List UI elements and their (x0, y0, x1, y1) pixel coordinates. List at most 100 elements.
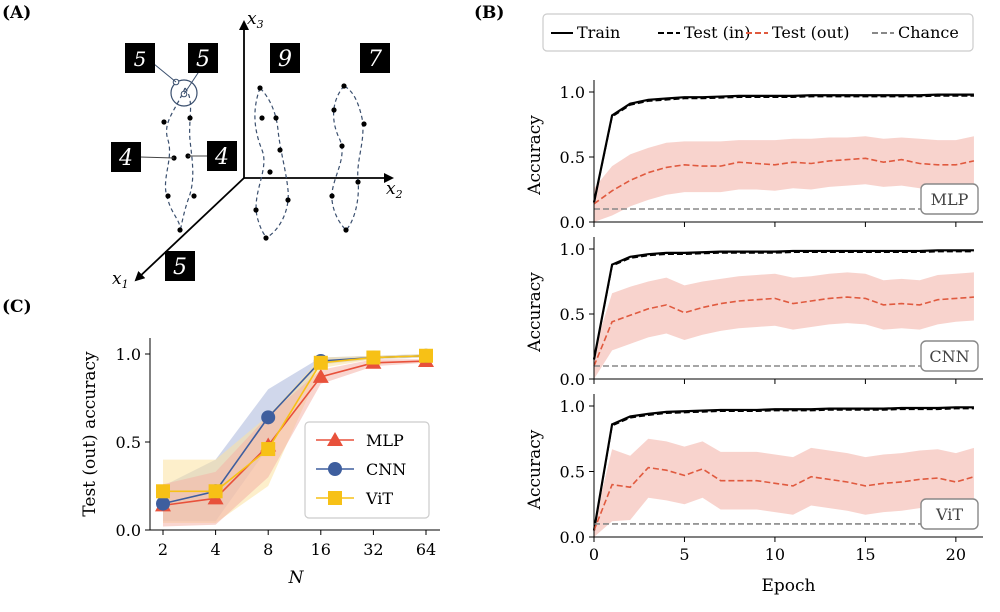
model-badge: MLP (931, 190, 969, 209)
digit-thumbnail: 5 (165, 251, 195, 281)
y-tick-label: 0.5 (560, 305, 585, 324)
legend-chance: Chance (898, 23, 959, 42)
point-cnn (261, 410, 276, 425)
x-tick-label: 32 (363, 540, 383, 559)
series-line-train (592, 406, 974, 531)
y-axis-label: Accuracy (525, 272, 545, 353)
point-vit (313, 355, 328, 370)
point-vit (156, 484, 170, 499)
legend-label-mlp: MLP (366, 431, 404, 450)
y-tick-label: 0.0 (560, 213, 585, 232)
x-tick-label: 2 (158, 540, 168, 559)
model-badge-box (920, 183, 979, 215)
y-tick-label: 1.0 (560, 240, 585, 259)
x-tick-label: 5 (679, 545, 689, 564)
point-vit (261, 442, 276, 457)
legend-label-vit: ViT (365, 489, 393, 508)
x-tick-label: 0 (589, 545, 599, 564)
manifold-curve-2 (254, 86, 289, 239)
series-line-train (592, 249, 974, 360)
test-out-band (594, 136, 974, 222)
manifold-curve-1 (164, 87, 186, 233)
y-axis-label: Test (out) accuracy (80, 351, 100, 517)
point-cnn (156, 496, 170, 511)
series-line-test-out- (593, 157, 975, 205)
y-tick-label: 1.0 (560, 397, 585, 416)
model-badge: CNN (929, 347, 969, 366)
svg-text:7: 7 (368, 47, 382, 72)
mlp-training-panel: 0.0 0.5 1.0 Accuracy MLP (525, 80, 983, 232)
y-axis-label: Accuracy (525, 429, 545, 510)
panel-label-b: (B) (474, 3, 504, 23)
vit-training-panel: 0.0 0.5 1.0 0 5 10 15 20 Accuracy Epoch ViT (525, 394, 983, 596)
y-tick-label: 0.5 (560, 148, 585, 167)
legend-b: Train Test (in) Test (out) Chance (542, 13, 974, 52)
y-tick-label: 0.5 (116, 433, 141, 452)
series-line-mlp (162, 360, 427, 507)
point-mlp (312, 368, 329, 383)
magnifier-circle (170, 79, 198, 107)
panel-a-illustration: x3 x2 x1 5 5 9 7 4 4 5 (111, 9, 403, 291)
x-tick-label: 15 (855, 545, 875, 564)
x-tick-label: 8 (263, 540, 273, 559)
digit-thumbnail: 4 (111, 142, 141, 172)
y-tick-label: 1.0 (116, 345, 141, 364)
y-tick-label: 0.0 (116, 521, 141, 540)
panel-label-a: (A) (2, 3, 31, 23)
test-out-band (594, 272, 974, 379)
x1-label: x1 (112, 269, 129, 291)
digit-thumbnail: 9 (270, 43, 300, 73)
manifold-points (161, 83, 367, 241)
x-tick-label: 64 (416, 540, 436, 559)
manifold-curve-1b (179, 87, 194, 233)
y-tick-label: 0.0 (560, 370, 585, 389)
test-out-band (594, 438, 974, 537)
model-badge: ViT (935, 505, 963, 524)
legend-marker-cnn (328, 462, 342, 476)
series-line-test-out- (593, 296, 975, 367)
series-line-vit (163, 354, 427, 493)
y-tick-label: 1.0 (560, 83, 585, 102)
series-line-test-out- (593, 466, 975, 531)
y-tick-label: 0.0 (560, 528, 585, 547)
svg-text:5: 5 (173, 255, 187, 280)
legend-marker-mlp (327, 432, 343, 446)
model-badge-box (920, 498, 979, 530)
legend-label-cnn: CNN (366, 460, 406, 479)
x-tick-label: 10 (765, 545, 785, 564)
manifold-curve-3 (331, 85, 364, 231)
x1-axis (134, 177, 245, 282)
x-tick-label: 16 (311, 540, 331, 559)
y-tick-label: 0.5 (560, 463, 585, 482)
panel-label-c: (C) (2, 297, 32, 317)
point-vit (419, 348, 433, 363)
svg-text:5: 5 (196, 47, 210, 72)
x-tick-label: 20 (946, 545, 966, 564)
digit-thumbnail: 5 (188, 43, 218, 73)
series-line-test-in- (593, 407, 974, 531)
svg-text:4: 4 (214, 145, 229, 170)
svg-text:5: 5 (134, 47, 147, 71)
point-vit (208, 484, 223, 499)
panel-c-chart: 0.0 0.5 1.0 2 4 8 16 32 64 Test (out) accuracy N ML… (80, 338, 440, 588)
x-axis-label: Epoch (762, 576, 816, 596)
digit-thumbnail: 4 (207, 141, 237, 171)
model-badge-box (920, 340, 979, 372)
svg-text:9: 9 (278, 47, 292, 72)
panel-b-charts: 0.0 0.5 1.0 Accuracy MLP 0.0 0.5 1.0 Accuracy CNN… (525, 80, 983, 596)
legend-train: Train (577, 23, 620, 42)
digit-thumbnail: 7 (360, 43, 390, 73)
svg-text:4: 4 (118, 146, 133, 171)
series-line-train (592, 93, 974, 203)
legend-test-in: Test (in) (684, 23, 751, 42)
series-line-test-in- (593, 95, 974, 203)
legend-test-out: Test (out) (772, 23, 849, 42)
point-vit (366, 350, 381, 365)
cnn-training-panel: 0.0 0.5 1.0 Accuracy CNN (525, 237, 983, 389)
x-axis-label: N (288, 568, 305, 588)
digit-thumbnail: 5 (125, 43, 155, 73)
x2-label: x2 (386, 179, 403, 201)
x-tick-label: 4 (211, 540, 221, 559)
x3-label: x3 (247, 9, 264, 31)
